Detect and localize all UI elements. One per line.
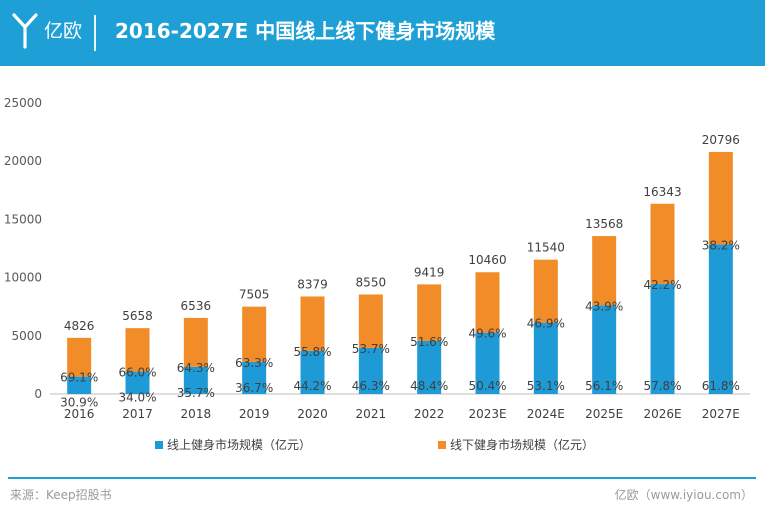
brand-name: 亿欧 bbox=[44, 20, 83, 42]
x-tick-label: 2020 bbox=[297, 407, 328, 421]
online-share-label: 44.2% bbox=[293, 379, 331, 393]
online-share-label: 56.1% bbox=[585, 379, 623, 393]
x-tick-label: 2027E bbox=[702, 407, 740, 421]
x-tick-label: 2021 bbox=[356, 407, 387, 421]
online-share-label: 36.7% bbox=[235, 381, 273, 395]
market-size-chart: 0500010000150002000025000482669.1%30.9%2… bbox=[4, 96, 750, 452]
bar-online bbox=[242, 361, 267, 394]
x-tick-label: 2017 bbox=[122, 407, 153, 421]
online-share-label: 35.7% bbox=[177, 386, 215, 400]
bar-online bbox=[592, 305, 617, 394]
offline-share-label: 49.6% bbox=[468, 327, 506, 341]
x-tick-label: 2022 bbox=[414, 407, 445, 421]
total-label: 9419 bbox=[414, 265, 445, 279]
online-share-label: 30.9% bbox=[60, 396, 98, 410]
bar-offline bbox=[592, 236, 617, 306]
total-label: 10460 bbox=[468, 253, 506, 267]
bar-offline bbox=[475, 272, 500, 333]
legend-swatch-offline bbox=[438, 441, 446, 449]
bar-online bbox=[708, 244, 733, 394]
x-tick-label: 2025E bbox=[585, 407, 623, 421]
offline-share-label: 55.8% bbox=[293, 345, 331, 359]
total-label: 4826 bbox=[64, 319, 95, 333]
offline-share-label: 64.3% bbox=[177, 361, 215, 375]
x-tick-label: 2019 bbox=[239, 407, 270, 421]
offline-share-label: 46.9% bbox=[527, 317, 565, 331]
legend-label-offline: 线下健身市场规模（亿元） bbox=[450, 437, 594, 452]
online-share-label: 61.8% bbox=[702, 379, 740, 393]
bar-online bbox=[417, 340, 442, 394]
bar-online bbox=[67, 376, 92, 394]
bar-online bbox=[358, 347, 383, 394]
source-note: 来源：Keep招股书 bbox=[10, 488, 112, 502]
footer-divider bbox=[8, 477, 756, 479]
total-label: 11540 bbox=[527, 241, 565, 255]
yiou-logo-icon bbox=[12, 13, 38, 49]
bar-offline bbox=[417, 284, 442, 341]
x-tick-label: 2026E bbox=[643, 407, 681, 421]
offline-share-label: 43.9% bbox=[585, 299, 623, 313]
x-tick-label: 2018 bbox=[181, 407, 212, 421]
bar-offline bbox=[67, 337, 92, 377]
offline-share-label: 63.3% bbox=[235, 356, 273, 370]
total-label: 13568 bbox=[585, 217, 623, 231]
offline-share-label: 51.6% bbox=[410, 335, 448, 349]
bar-offline bbox=[125, 328, 150, 372]
y-tick-label: 10000 bbox=[4, 271, 42, 285]
online-share-label: 50.4% bbox=[468, 379, 506, 393]
bar-offline bbox=[358, 294, 383, 348]
online-share-label: 57.8% bbox=[643, 379, 681, 393]
bar-offline bbox=[183, 317, 208, 367]
bar-online bbox=[533, 322, 558, 394]
header-divider bbox=[94, 15, 96, 51]
y-tick-label: 25000 bbox=[4, 96, 42, 110]
y-tick-label: 20000 bbox=[4, 154, 42, 168]
y-tick-label: 5000 bbox=[11, 329, 42, 343]
y-tick-label: 0 bbox=[34, 387, 42, 401]
x-tick-label: 2024E bbox=[527, 407, 565, 421]
bar-offline bbox=[300, 296, 325, 351]
y-tick-label: 15000 bbox=[4, 212, 42, 226]
bar-online bbox=[183, 366, 208, 394]
online-share-label: 48.4% bbox=[410, 379, 448, 393]
bar-offline bbox=[650, 203, 675, 285]
bar-online bbox=[475, 332, 500, 394]
offline-share-label: 69.1% bbox=[60, 371, 98, 385]
offline-share-label: 42.2% bbox=[643, 278, 681, 292]
page-title: 2016-2027E 中国线上线下健身市场规模 bbox=[115, 19, 496, 43]
offline-share-label: 66.0% bbox=[118, 366, 156, 380]
header-bar: 亿欧 2016-2027E 中国线上线下健身市场规模 bbox=[0, 0, 765, 66]
online-share-label: 34.0% bbox=[118, 391, 156, 405]
site-credit: 亿欧（www.iyiou.com） bbox=[614, 488, 753, 502]
online-share-label: 53.1% bbox=[527, 379, 565, 393]
total-label: 6536 bbox=[181, 299, 212, 313]
bar-online bbox=[650, 284, 675, 394]
bar-online bbox=[125, 371, 150, 394]
x-tick-label: 2016 bbox=[64, 407, 95, 421]
online-share-label: 46.3% bbox=[352, 379, 390, 393]
x-tick-label: 2023E bbox=[468, 407, 506, 421]
bar-offline bbox=[242, 306, 267, 362]
offline-share-label: 38.2% bbox=[702, 238, 740, 252]
bar-offline bbox=[708, 151, 733, 245]
legend-label-online: 线上健身市场规模（亿元） bbox=[167, 437, 311, 452]
total-label: 8379 bbox=[297, 277, 328, 291]
total-label: 7505 bbox=[239, 288, 270, 302]
offline-share-label: 53.7% bbox=[352, 342, 390, 356]
total-label: 8550 bbox=[356, 275, 387, 289]
total-label: 20796 bbox=[702, 133, 740, 147]
legend-swatch-online bbox=[155, 441, 163, 449]
bar-online bbox=[300, 350, 325, 394]
bar-offline bbox=[533, 259, 558, 323]
total-label: 5658 bbox=[122, 309, 153, 323]
total-label: 16343 bbox=[643, 185, 681, 199]
